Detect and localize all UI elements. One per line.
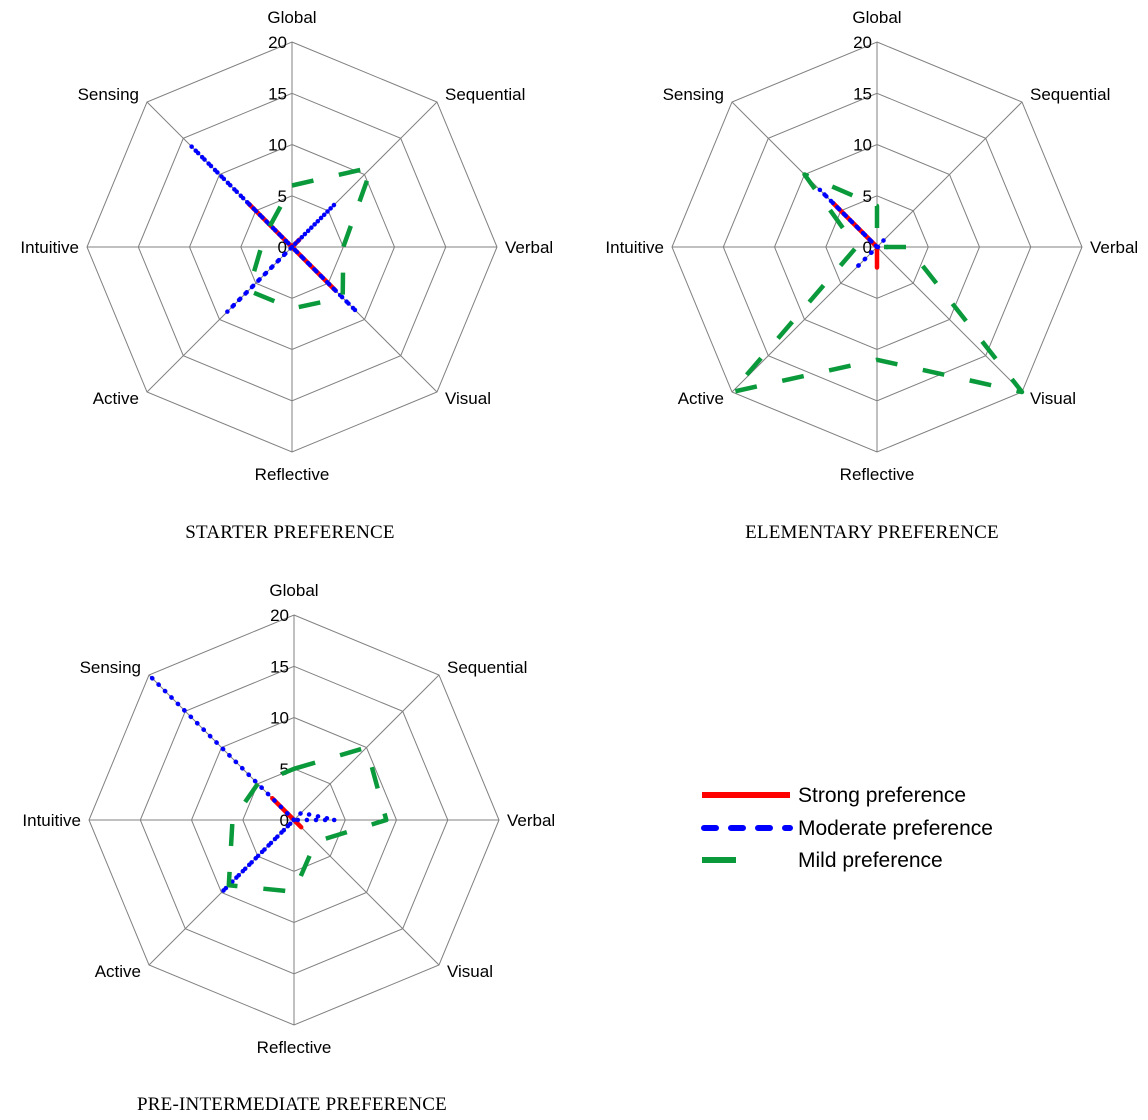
tick-label: 15 [268, 84, 287, 103]
tick-label: 5 [278, 187, 287, 206]
axis-label-global: Global [852, 8, 901, 27]
radar-chart-starter: 05101520GlobalSequentialVerbalVisualRefl… [20, 8, 553, 484]
axis-label-intuitive: Intuitive [605, 238, 664, 257]
tick-label: 20 [270, 606, 289, 625]
axis-label-active: Active [678, 389, 724, 408]
tick-label: 15 [270, 657, 289, 676]
axis-label-global: Global [269, 581, 318, 600]
axis-label-verbal: Verbal [507, 811, 555, 830]
axis-label-sequential: Sequential [445, 85, 525, 104]
tick-label: 10 [270, 709, 289, 728]
axis-label-active: Active [95, 962, 141, 981]
axis-label-intuitive: Intuitive [20, 238, 79, 257]
chart-title-starter: STARTER PREFERENCE [185, 522, 394, 543]
tick-label: 20 [268, 33, 287, 52]
axis-label-sensing: Sensing [78, 85, 139, 104]
axis-label-global: Global [267, 8, 316, 27]
axis-label-visual: Visual [447, 962, 493, 981]
series-mild-preference [249, 167, 372, 308]
tick-label: 10 [268, 136, 287, 155]
radar-chart-pre-intermediate: 05101520GlobalSequentialVerbalVisualRefl… [22, 581, 555, 1057]
axis-label-sensing: Sensing [80, 658, 141, 677]
legend-label-strong: Strong preference [798, 784, 966, 807]
legend-label-mild: Mild preference [798, 849, 943, 872]
chart-title-elementary: ELEMENTARY PREFERENCE [745, 522, 999, 543]
tick-label: 20 [853, 33, 872, 52]
axis-label-sequential: Sequential [1030, 85, 1110, 104]
chart-title-pre-intermediate: PRE-INTERMEDIATE PREFERENCE [137, 1094, 447, 1115]
axis-label-reflective: Reflective [257, 1038, 332, 1057]
axis-label-verbal: Verbal [1090, 238, 1138, 257]
axis-label-reflective: Reflective [255, 465, 330, 484]
axis-label-intuitive: Intuitive [22, 811, 81, 830]
tick-label: 10 [853, 136, 872, 155]
axis-label-sensing: Sensing [663, 85, 724, 104]
series-strong-preference [834, 204, 878, 268]
tick-label: 15 [853, 84, 872, 103]
radar-chart-elementary: 05101520GlobalSequentialVerbalVisualRefl… [605, 8, 1138, 484]
axis-label-active: Active [93, 389, 139, 408]
series-moderate-preference [191, 146, 358, 313]
legend: Strong preference Moderate preference Mi… [702, 784, 993, 872]
axis-label-verbal: Verbal [505, 238, 553, 257]
tick-label: 5 [863, 187, 872, 206]
axis-label-reflective: Reflective [840, 465, 915, 484]
axis-label-visual: Visual [1030, 389, 1076, 408]
axis-label-sequential: Sequential [447, 658, 527, 677]
legend-label-moderate: Moderate preference [798, 817, 993, 840]
axis-label-visual: Visual [445, 389, 491, 408]
